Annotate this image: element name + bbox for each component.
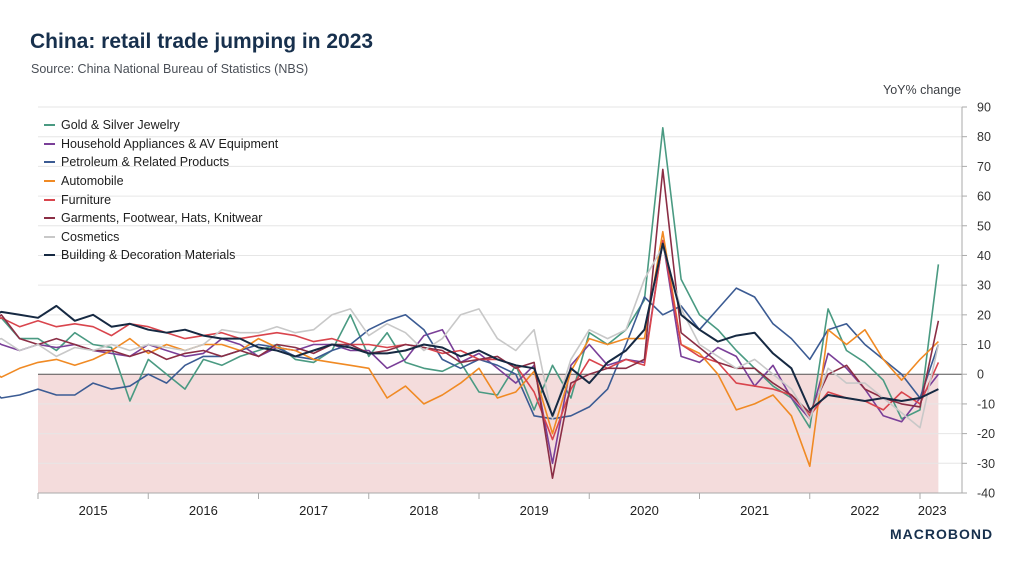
series-line-building-decoration-materials	[0, 242, 939, 417]
x-tick-label: 2022	[850, 503, 879, 518]
legend-item: Petroleum & Related Products	[44, 153, 278, 172]
series-line-automobile	[0, 230, 939, 468]
y-tick-label: 40	[977, 249, 991, 263]
legend-label: Automobile	[61, 174, 124, 189]
legend-swatch	[44, 124, 55, 127]
x-tick-label: 2023	[918, 503, 947, 518]
chart-subtitle: Source: China National Bureau of Statist…	[31, 62, 309, 76]
legend-item: Gold & Silver Jewelry	[44, 116, 278, 135]
y-tick-label: 80	[977, 130, 991, 144]
legend-swatch	[44, 180, 55, 183]
y-tick-label: 90	[977, 101, 991, 115]
y-tick-label: -30	[977, 457, 995, 471]
series-line-petroleum-related-products	[0, 287, 940, 420]
legend: Gold & Silver Jewelry Household Appliance…	[44, 116, 278, 265]
x-tick-label: 2017	[299, 503, 328, 518]
y-tick-label: 60	[977, 190, 991, 204]
legend-item: Automobile	[44, 172, 278, 191]
x-tick-label: 2015	[79, 503, 108, 518]
y-tick-label: 30	[977, 279, 991, 293]
legend-swatch	[44, 142, 55, 145]
y-tick-label: 70	[977, 160, 991, 174]
legend-item: Household Appliances & AV Equipment	[44, 135, 278, 154]
y-tick-label: 20	[977, 308, 991, 322]
legend-label: Furniture	[61, 192, 112, 207]
legend-swatch	[44, 161, 55, 164]
series-line-furniture	[0, 239, 940, 441]
axes: 90 80 70 60 50 40 30 20 10 0 -10 -20 -30 -40 2015 2016 2…	[37, 101, 995, 518]
y-tick-label: -40	[977, 487, 995, 501]
legend-label: Building & Decoration Materials	[61, 248, 236, 263]
x-tick-label: 2016	[189, 503, 218, 518]
legend-item: Cosmetics	[44, 228, 278, 247]
legend-label: Household Appliances & AV Equipment	[61, 136, 279, 151]
x-tick-label: 2020	[630, 503, 659, 518]
legend-label: Gold & Silver Jewelry	[61, 118, 180, 133]
legend-swatch	[44, 235, 55, 238]
series-lines	[0, 127, 940, 480]
brand-logo: MACROBOND	[890, 526, 994, 542]
legend-swatch	[44, 254, 55, 257]
legend-swatch	[44, 217, 55, 220]
series-line-garments-footwear-hats-knitwear	[0, 168, 940, 480]
legend-swatch	[44, 198, 55, 201]
x-tick-label: 2019	[520, 503, 549, 518]
y-tick-label: -10	[977, 397, 995, 411]
x-tick-label: 2021	[740, 503, 769, 518]
legend-label: Petroleum & Related Products	[61, 155, 230, 170]
chart-title: China: retail trade jumping in 2023	[30, 30, 374, 53]
legend-item: Building & Decoration Materials	[44, 246, 278, 265]
y-tick-label: -20	[977, 427, 995, 441]
legend-item: Garments, Footwear, Hats, Knitwear	[44, 209, 278, 228]
series-line-cosmetics	[0, 245, 940, 429]
legend-label: Cosmetics	[61, 229, 120, 244]
legend-item: Furniture	[44, 190, 278, 209]
y-axis-label: YoY% change	[883, 83, 962, 97]
legend-label: Garments, Footwear, Hats, Knitwear	[61, 211, 263, 226]
x-tick-label: 2018	[409, 503, 438, 518]
y-tick-label: 10	[977, 338, 991, 352]
y-tick-label: 0	[977, 368, 984, 382]
y-tick-label: 50	[977, 219, 991, 233]
